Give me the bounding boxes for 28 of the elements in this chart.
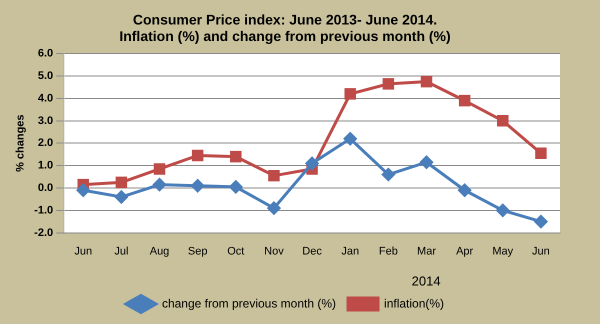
y-tick-label: -1.0 xyxy=(34,204,54,216)
text: Consumer Price index: June 2013- June 2014. xyxy=(132,11,438,28)
legend-label: change from previous month (%) xyxy=(162,296,336,310)
y-tick-label: 1.0 xyxy=(38,160,54,172)
x-tick-label: Oct xyxy=(227,245,244,258)
x-tick-label: Feb xyxy=(378,245,398,258)
x-tick-label: Apr xyxy=(456,245,474,258)
x-tick-label: Jul xyxy=(114,245,128,258)
y-tick-label: 0.0 xyxy=(38,182,54,194)
y-axis-title: % changes xyxy=(14,114,27,172)
x-tick-label: May xyxy=(492,245,514,258)
x-tick-label: Dec xyxy=(302,245,322,258)
y-tick-label: 2.0 xyxy=(38,137,54,150)
x-tick-label: Aug xyxy=(150,245,170,258)
x-tick-label: Mar xyxy=(417,245,436,258)
x-tick-label: Jan xyxy=(341,245,360,258)
y-tick-label: -2.0 xyxy=(34,226,54,239)
y-tick-label: 6.0 xyxy=(38,48,54,60)
x-tick-label: Jun xyxy=(74,245,92,258)
y-tick-label: 5.0 xyxy=(38,70,54,82)
x-tick-label: Sep xyxy=(188,245,208,258)
y-tick-label: 3.0 xyxy=(38,114,54,127)
text: 2014 xyxy=(412,274,441,289)
x-tick-label: Jun xyxy=(532,245,550,258)
text: Inflation (%) and change from previous month (%) xyxy=(119,28,451,44)
x-tick-label: Nov xyxy=(264,245,284,258)
y-tick-label: 4.0 xyxy=(38,92,54,104)
legend-label: inflation(%) xyxy=(384,296,444,310)
